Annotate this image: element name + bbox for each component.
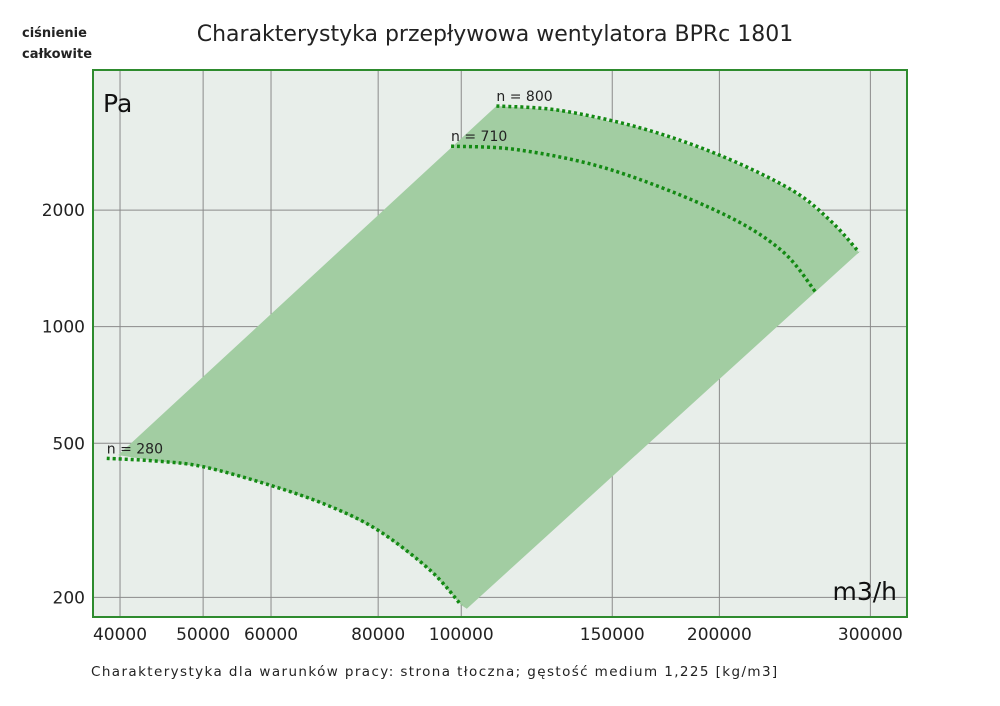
x-tick-label: 100000	[429, 625, 494, 645]
x-tick-label: 300000	[838, 625, 903, 645]
y-tick-label: 200	[53, 588, 85, 608]
curves: n = 280 n = 710 n = 800	[106, 89, 861, 607]
plot-frame	[92, 69, 908, 618]
y-tick-label: 1000	[42, 318, 85, 338]
curve-label: n = 280	[107, 441, 163, 457]
curve-n800	[496, 104, 861, 254]
curve-label: n = 800	[496, 89, 552, 105]
curve-label: n = 710	[451, 129, 507, 145]
footnote: Charakterystyka dla warunków pracy: stro…	[91, 664, 779, 680]
y-tick-label: 2000	[42, 201, 85, 221]
chart-title: Charakterystyka przepływowa wentylatora …	[197, 22, 794, 47]
x-unit-label: m3/h	[832, 577, 897, 606]
x-tick-label: 200000	[687, 625, 752, 645]
curve-n710	[450, 144, 818, 294]
tick-labels: 40000 50000 60000 80000 100000 150000 200000 30…	[42, 201, 903, 645]
x-tick-label: 80000	[351, 625, 405, 645]
y-axis-label-line-2: całkowite	[22, 47, 92, 62]
x-tick-label: 40000	[93, 625, 147, 645]
x-tick-label: 60000	[244, 625, 298, 645]
x-tick-label: 150000	[580, 625, 645, 645]
y-unit-label: Pa	[103, 89, 132, 118]
y-axis-label-line-1: ciśnienie	[22, 26, 87, 41]
curve-n280	[106, 456, 463, 607]
operating-region	[118, 105, 860, 609]
x-tick-label: 50000	[176, 625, 230, 645]
y-tick-label: 500	[53, 434, 85, 454]
